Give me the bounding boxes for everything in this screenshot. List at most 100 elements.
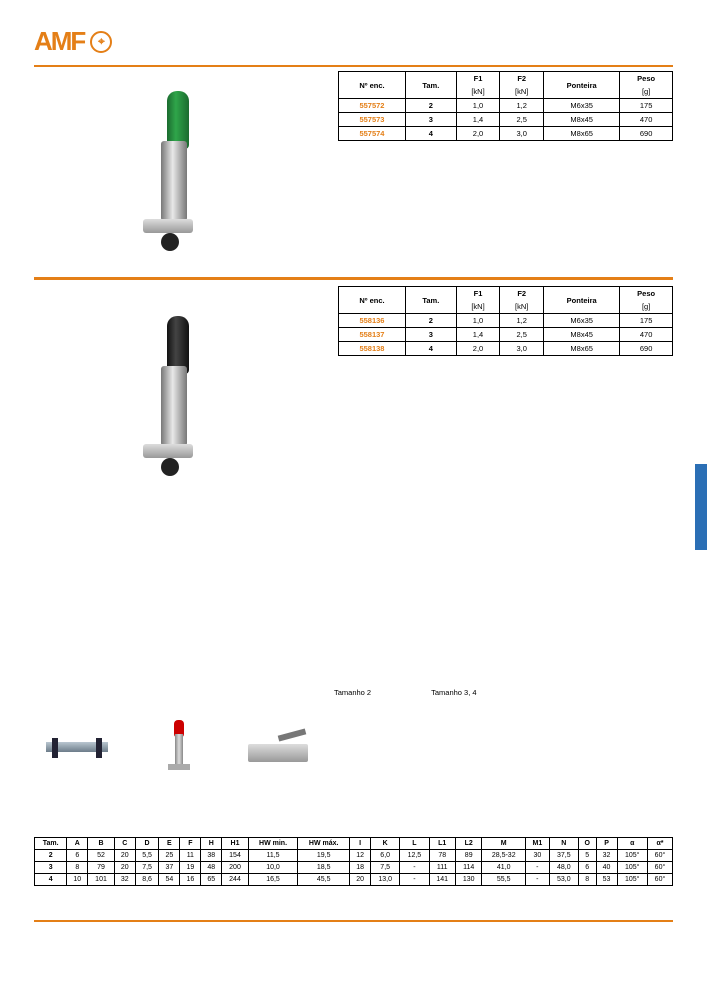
dim-cell: 28,5-32 — [482, 850, 526, 862]
dim-cell: 41,0 — [482, 862, 526, 874]
dim-th: HW min. — [248, 838, 298, 850]
th-peso: Peso — [620, 72, 673, 86]
dim-th: H — [201, 838, 222, 850]
cell-peso: 690 — [620, 342, 673, 356]
dim-cell: 8 — [67, 862, 88, 874]
cell-enc: 557573 — [339, 113, 406, 127]
th-f2: F2 — [500, 72, 544, 86]
cell-tam: 3 — [405, 113, 456, 127]
dim-cell: 141 — [429, 874, 455, 886]
product-image-1 — [34, 71, 326, 271]
dim-cell: 18,5 — [298, 862, 350, 874]
dim-th: L2 — [455, 838, 481, 850]
dim-cell: 60° — [647, 874, 672, 886]
dim-cell: 38 — [201, 850, 222, 862]
dim-th: H1 — [222, 838, 248, 850]
spec-table-2: Nº enc. Tam. F1 F2 Ponteira Peso [kN] [k… — [338, 286, 673, 356]
dim-cell: 8,6 — [135, 874, 159, 886]
dim-th: L1 — [429, 838, 455, 850]
dim-th: N — [549, 838, 578, 850]
dim-cell: 105° — [617, 850, 647, 862]
dimensions-table: Tam.ABCDEFHH1HW min.HW máx.IKLL1L2MM1NOP… — [34, 837, 673, 886]
cell-ponteira: M8x65 — [544, 127, 620, 141]
dim-th: F — [180, 838, 201, 850]
dim-th: O — [578, 838, 596, 850]
cell-f2: 1,2 — [500, 314, 544, 328]
accessory-image-2 — [142, 717, 216, 777]
dim-cell: - — [526, 874, 550, 886]
th-ponteira: Ponteira — [544, 72, 620, 99]
dim-th: E — [159, 838, 180, 850]
dim-cell: 5,5 — [135, 850, 159, 862]
dim-cell: 7,5 — [371, 862, 400, 874]
table-row: 2652205,525113815411,519,5126,012,578892… — [35, 850, 673, 862]
dim-cell: 6 — [67, 850, 88, 862]
accessory-thumbnails — [40, 717, 673, 777]
dim-cell: 18 — [350, 862, 371, 874]
cell-f2: 2,5 — [500, 113, 544, 127]
dim-cell: 4 — [35, 874, 67, 886]
cell-tam: 4 — [405, 127, 456, 141]
cell-f2: 3,0 — [500, 127, 544, 141]
dim-cell: 20 — [114, 862, 135, 874]
th-tam: Tam. — [405, 72, 456, 99]
th-f1-unit: [kN] — [456, 85, 500, 99]
dim-th: B — [88, 838, 114, 850]
th-peso-unit: [g] — [620, 300, 673, 314]
cell-enc: 558138 — [339, 342, 406, 356]
cell-f1: 1,4 — [456, 328, 500, 342]
table-row: 55757442,03,0M8x65690 — [339, 127, 673, 141]
dim-cell: 16,5 — [248, 874, 298, 886]
dim-th: K — [371, 838, 400, 850]
th-f2: F2 — [500, 287, 544, 301]
th-ponteira: Ponteira — [544, 287, 620, 314]
dim-cell: 55,5 — [482, 874, 526, 886]
cell-ponteira: M8x65 — [544, 342, 620, 356]
dim-cell: 30 — [526, 850, 550, 862]
cell-ponteira: M8x45 — [544, 113, 620, 127]
dim-cell: 60° — [647, 862, 672, 874]
dim-cell: 7,5 — [135, 862, 159, 874]
dim-cell: 19,5 — [298, 850, 350, 862]
divider — [34, 277, 673, 280]
dim-th: D — [135, 838, 159, 850]
cell-f1: 2,0 — [456, 127, 500, 141]
dim-th: M1 — [526, 838, 550, 850]
th-tam: Tam. — [405, 287, 456, 314]
dim-th: C — [114, 838, 135, 850]
cell-peso: 175 — [620, 99, 673, 113]
th-f1: F1 — [456, 72, 500, 86]
table-row: 55813621,01,2M6x35175 — [339, 314, 673, 328]
dim-cell: 40 — [596, 862, 617, 874]
dim-cell: 154 — [222, 850, 248, 862]
dim-cell: 65 — [201, 874, 222, 886]
divider — [34, 920, 673, 922]
dim-cell: 89 — [455, 850, 481, 862]
th-f2-unit: [kN] — [500, 85, 544, 99]
dim-cell: 20 — [350, 874, 371, 886]
dim-cell: 2 — [35, 850, 67, 862]
dim-cell: 45,5 — [298, 874, 350, 886]
dim-cell: 111 — [429, 862, 455, 874]
dim-cell: 10,0 — [248, 862, 298, 874]
cell-f2: 1,2 — [500, 99, 544, 113]
dim-cell: 10 — [67, 874, 88, 886]
cell-tam: 3 — [405, 328, 456, 342]
cell-f1: 1,0 — [456, 99, 500, 113]
brand-symbol-icon: ⌖ — [90, 31, 112, 53]
dim-cell: 13,0 — [371, 874, 400, 886]
dim-cell: 78 — [429, 850, 455, 862]
dim-th: L — [400, 838, 429, 850]
dim-th: Tam. — [35, 838, 67, 850]
brand-logo: AMF ⌖ — [34, 26, 673, 57]
dim-cell: 5 — [578, 850, 596, 862]
dim-cell: 37,5 — [549, 850, 578, 862]
table-row: 3879207,537194820010,018,5187,5-11111441… — [35, 862, 673, 874]
dim-cell: 101 — [88, 874, 114, 886]
dim-cell: 54 — [159, 874, 180, 886]
product-image-2 — [34, 286, 326, 506]
accessory-image-1 — [40, 717, 114, 777]
th-enc: Nº enc. — [339, 72, 406, 99]
dim-cell: 11 — [180, 850, 201, 862]
dim-th: HW máx. — [298, 838, 350, 850]
